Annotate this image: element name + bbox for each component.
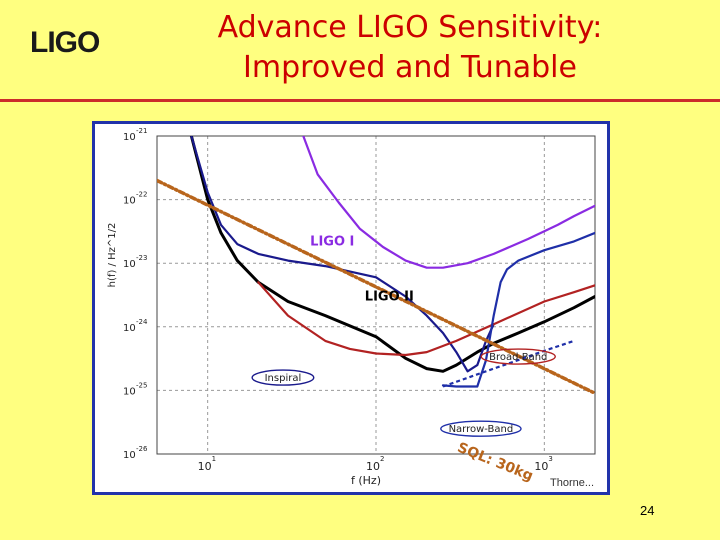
y-tick-label: 10-24 xyxy=(123,318,148,334)
y-tick-base: 10 xyxy=(123,196,136,207)
y-tick-label: 10-21 xyxy=(123,127,147,143)
label-sql-30kg: SQL: 30kg xyxy=(455,440,535,485)
title-divider xyxy=(0,99,720,102)
y-tick-exp: -24 xyxy=(136,318,148,326)
x-tick-base: 10 xyxy=(366,460,380,473)
y-tick-label: 10-26 xyxy=(123,445,148,461)
plot-frame xyxy=(156,135,596,455)
series-labels: LIGO I LIGO II Broad-Band Inspiral Narrow-Ba… xyxy=(251,234,556,485)
title-line-2: Improved and Tunable xyxy=(243,50,577,85)
page-number: 24 xyxy=(640,503,655,518)
label-inspiral-text: Inspiral xyxy=(265,373,302,384)
label-ligo-i: LIGO I xyxy=(310,234,354,249)
label-ligo-ii: LIGO II xyxy=(365,289,414,304)
label-narrow-band: Narrow-Band xyxy=(440,420,522,437)
label-ligo-i-text: LIGO I xyxy=(310,234,354,249)
label-broad-band-outline xyxy=(480,348,556,365)
label-broad-band: Broad-Band xyxy=(480,348,556,365)
y-tick-label: 10-22 xyxy=(123,191,147,207)
label-sql-30kg-text: SQL: 30kg xyxy=(455,440,535,485)
label-broad-band-text: Broad-Band xyxy=(489,352,547,363)
y-tick-exp: -23 xyxy=(136,254,147,262)
y-tick-exp: -22 xyxy=(136,191,147,199)
label-narrow-band-outline xyxy=(440,420,522,437)
sensitivity-chart: 10 1 10 2 10 3 10 -21 10 -22 10 -23 10 -24 10 -25 10 -26 f… xyxy=(92,121,610,495)
series-line-narrow-band xyxy=(441,231,595,388)
label-inspiral-outline xyxy=(251,369,315,386)
x-axis-label: f (Hz) xyxy=(351,474,381,487)
y-axis-label: h(f) / Hz^1/2 xyxy=(107,223,118,288)
y-tick-base: 10 xyxy=(123,450,136,461)
title-line-1: Advance LIGO Sensitivity: xyxy=(217,10,603,45)
ligo-logo: LIGO xyxy=(30,26,100,59)
x-tick-base: 10 xyxy=(534,460,548,473)
y-tick-base: 10 xyxy=(123,132,136,143)
source-note: Thorne... xyxy=(550,477,594,489)
x-tick-label: 103 xyxy=(534,455,552,473)
x-tick-label: 101 xyxy=(198,455,216,473)
chart-svg: 10110210310-2110-2210-2310-2410-2510-26f… xyxy=(107,127,596,489)
slide-title: Advance LIGO Sensitivity: Improved and T… xyxy=(150,8,670,88)
y-tick-exp: -26 xyxy=(136,445,148,453)
label-narrow-band-text: Narrow-Band xyxy=(449,424,514,435)
series-group xyxy=(157,136,595,396)
x-tick-label: 102 xyxy=(366,455,384,473)
series-line-inspiral xyxy=(190,136,495,373)
series-line-narrow-band-dashed xyxy=(442,339,575,388)
y-tick-base: 10 xyxy=(123,323,136,334)
y-tick-base: 10 xyxy=(123,259,136,270)
y-tick-exp: -21 xyxy=(136,127,147,135)
series-line-broad-band xyxy=(257,281,595,357)
series-line-ligo-i xyxy=(302,136,595,269)
y-tick-label: 10-25 xyxy=(123,381,147,397)
x-tick-exp: 2 xyxy=(380,455,384,463)
y-tick-base: 10 xyxy=(123,386,136,397)
x-tick-exp: 3 xyxy=(548,455,552,463)
label-ligo-ii-text: LIGO II xyxy=(365,289,414,304)
series-line-ligo-ii xyxy=(189,136,595,373)
y-tick-label: 10-23 xyxy=(123,254,147,270)
y-tick-exp: -25 xyxy=(136,381,147,389)
x-tick-base: 10 xyxy=(198,460,212,473)
label-inspiral: Inspiral xyxy=(251,369,315,386)
x-tick-exp: 1 xyxy=(212,455,216,463)
